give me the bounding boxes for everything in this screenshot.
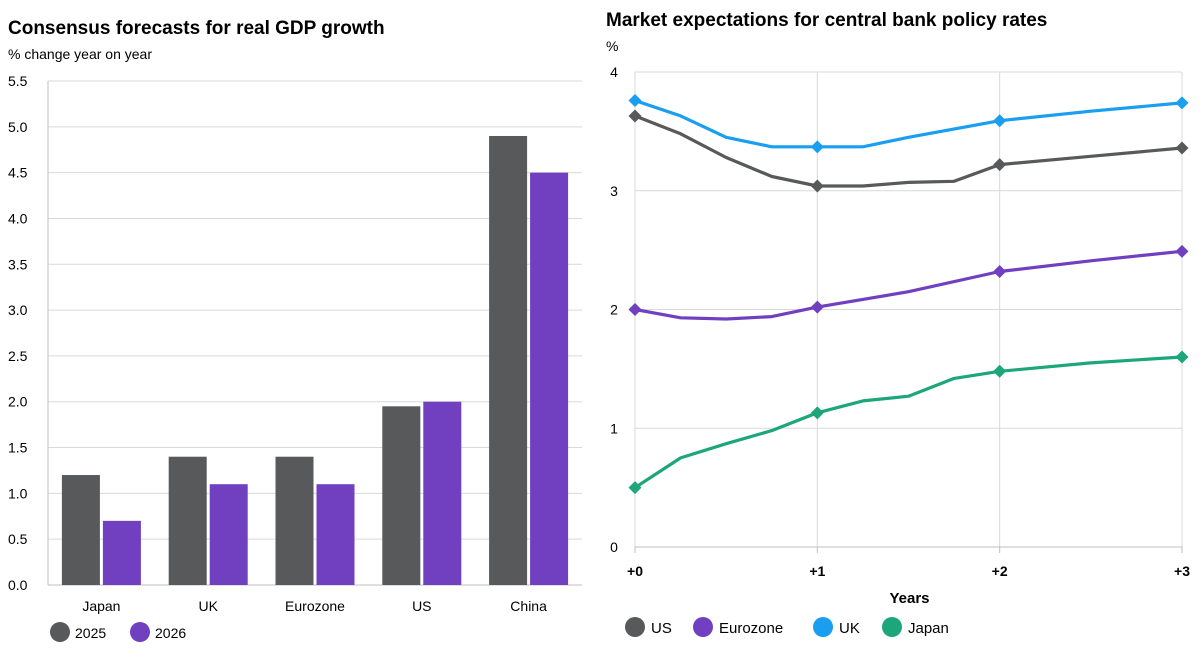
left-x-tick-label: China	[510, 598, 547, 614]
legend-label-2026: 2026	[155, 625, 186, 641]
right-y-tick-label: 3	[610, 183, 618, 199]
bar-2026-japan	[102, 520, 141, 585]
right-x-tick-label: +3	[1174, 563, 1190, 579]
left-x-tick-label: Eurozone	[285, 598, 345, 614]
right-chart-unit: %	[606, 38, 619, 54]
bar-2026-china	[530, 172, 569, 586]
series-marker-japan	[993, 364, 1007, 378]
legend-label-2025: 2025	[75, 625, 106, 641]
series-marker-eurozone	[810, 300, 824, 314]
bar-2025-us	[382, 406, 421, 585]
series-marker-us	[628, 109, 642, 123]
legend-label-japan: Japan	[908, 620, 949, 637]
right-chart-title: Market expectations for central bank pol…	[606, 10, 1048, 31]
series-marker-us	[810, 179, 824, 193]
series-line-eurozone	[633, 249, 1184, 321]
left-y-tick-label: 2.0	[8, 394, 28, 410]
series-line-uk	[633, 98, 1184, 149]
right-y-tick-label: 1	[610, 420, 618, 436]
series-marker-uk	[1175, 96, 1189, 110]
bar-2026-uk	[209, 484, 248, 585]
bar-2026-us	[423, 401, 462, 585]
left-x-tick-label: UK	[198, 598, 218, 614]
left-y-tick-label: 1.0	[8, 485, 28, 501]
legend-marker-uk	[813, 617, 833, 637]
left-chart-title: Consensus forecasts for real GDP growth	[8, 18, 385, 39]
right-x-tick-label: +2	[992, 563, 1008, 579]
bar-2026-eurozone	[316, 484, 355, 585]
series-marker-japan	[628, 481, 642, 495]
left-y-tick-label: 4.5	[8, 165, 28, 181]
series-marker-uk	[993, 114, 1007, 128]
legend-marker-2026	[130, 622, 150, 642]
series-marker-japan	[1175, 350, 1189, 364]
right-x-axis-title: Years	[889, 590, 929, 607]
legend-label-us: US	[651, 620, 672, 637]
left-y-tick-label: 5.0	[8, 119, 28, 135]
left-y-tick-label: 4.0	[8, 210, 28, 226]
bar-2025-china	[489, 135, 528, 585]
left-chart-subtitle: % change year on year	[8, 46, 152, 62]
left-y-tick-label: 3.0	[8, 302, 28, 318]
right-y-tick-label: 2	[610, 302, 618, 318]
left-y-tick-label: 2.5	[8, 348, 28, 364]
bar-2025-japan	[61, 475, 100, 585]
legend-marker-japan	[882, 617, 902, 637]
right-x-tick-label: +1	[809, 563, 825, 579]
left-y-tick-label: 0.5	[8, 531, 28, 547]
series-marker-eurozone	[1175, 244, 1189, 258]
series-marker-japan	[810, 406, 824, 420]
series-marker-uk	[628, 94, 642, 107]
series-marker-us	[1175, 141, 1189, 155]
series-marker-eurozone	[993, 265, 1007, 278]
left-x-tick-label: US	[412, 598, 431, 614]
left-y-tick-label: 1.5	[8, 440, 28, 456]
legend-marker-2025	[50, 622, 70, 642]
bar-2025-uk	[168, 456, 207, 585]
left-x-tick-label: Japan	[82, 598, 120, 614]
series-marker-eurozone	[628, 303, 642, 316]
bar-2025-eurozone	[275, 456, 314, 585]
legend-label-uk: UK	[839, 620, 860, 637]
right-y-tick-label: 0	[610, 539, 618, 555]
right-x-tick-label: +0	[627, 563, 643, 579]
right-y-tick-label: 4	[610, 64, 618, 80]
left-y-tick-label: 5.5	[8, 73, 28, 89]
left-y-tick-label: 3.5	[8, 256, 28, 272]
legend-label-eurozone: Eurozone	[719, 620, 783, 637]
series-marker-us	[993, 158, 1007, 172]
series-line-japan	[633, 355, 1184, 490]
legend-marker-eurozone	[693, 617, 713, 637]
series-line-us	[633, 114, 1184, 188]
left-y-tick-label: 0.0	[8, 577, 28, 593]
legend-marker-us	[625, 617, 645, 637]
series-marker-uk	[810, 140, 824, 154]
